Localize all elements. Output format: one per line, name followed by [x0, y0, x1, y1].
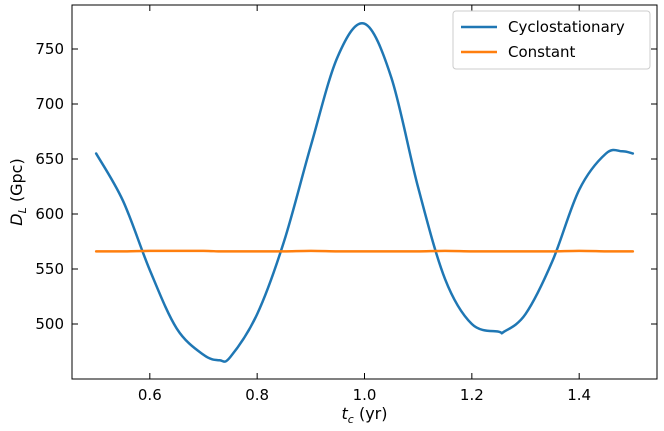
x-tick-label: 0.8	[245, 386, 269, 404]
y-axis-label-sub: L	[16, 207, 29, 213]
x-tick-label: 1.4	[567, 386, 591, 404]
legend: Cyclostationary Constant	[452, 10, 651, 70]
series-line-constant	[94, 249, 635, 253]
x-tick-label: 1.2	[460, 386, 484, 404]
legend-label-cyclostationary: Cyclostationary	[508, 18, 625, 36]
y-tick-label: 700	[35, 95, 64, 113]
legend-label-constant: Constant	[508, 43, 576, 61]
legend-box	[452, 10, 651, 70]
x-tick-label: 1.0	[353, 386, 377, 404]
y-axis-label: DL (Gpc)	[7, 158, 29, 225]
y-axis-label-main: D	[7, 213, 26, 225]
x-axis-label-main: t	[342, 404, 349, 423]
x-axis-label-sub: c	[348, 413, 354, 426]
x-axis-label-unit: (yr)	[354, 404, 388, 423]
x-tick-label: 0.6	[138, 386, 162, 404]
y-tick-label: 500	[35, 315, 64, 333]
y-tick-label: 600	[35, 205, 64, 223]
x-axis-label: tc (yr)	[342, 404, 388, 426]
y-tick-label: 750	[35, 40, 64, 58]
series-layer	[94, 22, 635, 363]
y-tick-label: 650	[35, 150, 64, 168]
y-axis-label-unit: (Gpc)	[7, 158, 26, 207]
y-tick-label: 550	[35, 260, 64, 278]
series-line-cyclostationary	[94, 22, 635, 363]
ticks-layer: 0.6 0.8 1.0 1.2 1.4 500 550 600 650 700 750	[35, 5, 657, 404]
